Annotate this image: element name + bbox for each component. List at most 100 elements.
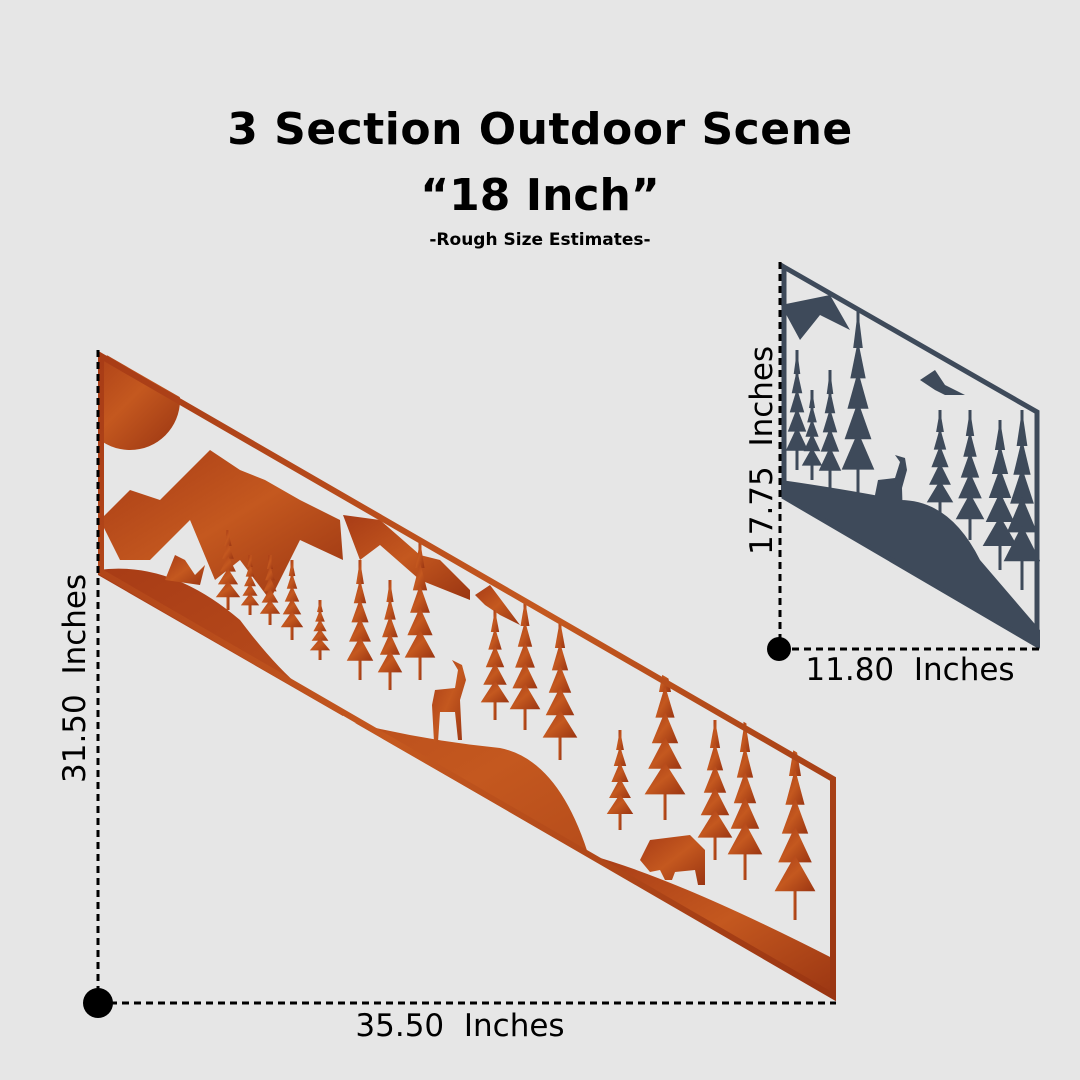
pine-tree-icon xyxy=(480,680,510,703)
pine-tree-icon xyxy=(217,568,239,585)
pine-tree-icon xyxy=(958,472,982,499)
pine-tree-icon xyxy=(606,794,634,814)
pine-tree-icon xyxy=(242,583,258,596)
pine-tree-icon xyxy=(781,797,809,834)
pine-tree-icon xyxy=(315,609,325,622)
pine-tree-icon xyxy=(551,642,569,671)
pine-tree-icon xyxy=(709,720,721,748)
pine-tree-icon xyxy=(611,762,629,782)
pine-tree-icon xyxy=(785,426,809,451)
pine-tree-icon xyxy=(244,574,256,587)
eagle-icon xyxy=(920,370,965,395)
pine-tree-icon xyxy=(240,593,260,606)
pine-tree-icon xyxy=(931,445,949,468)
pine-tree-icon xyxy=(548,664,572,693)
pine-tree-icon xyxy=(485,645,505,668)
title: 3 Section Outdoor Scene xyxy=(227,104,853,155)
pine-tree-icon xyxy=(826,370,834,394)
deer-icon xyxy=(432,660,466,742)
pine-tree-icon xyxy=(1016,410,1028,446)
pine-tree-icon xyxy=(351,598,369,623)
pine-tree-icon xyxy=(379,632,401,655)
pine-tree-icon xyxy=(613,746,627,766)
pine-tree-icon xyxy=(512,662,538,689)
pine-tree-icon xyxy=(648,736,682,769)
mountains xyxy=(100,450,343,600)
pine-tree-icon xyxy=(700,787,730,816)
pine-tree-icon xyxy=(412,562,428,591)
branch xyxy=(781,295,850,340)
pine-tree-icon xyxy=(929,462,951,485)
pine-tree-icon xyxy=(309,638,331,651)
pine-tree-icon xyxy=(1006,496,1038,533)
pine-tree-icon xyxy=(263,577,277,592)
pine-tree-icon xyxy=(353,579,367,604)
pine-tree-icon xyxy=(853,310,863,348)
pine-tree-icon xyxy=(415,540,425,568)
pine-tree-icon xyxy=(245,564,255,577)
pine-tree-icon xyxy=(727,822,763,855)
pine-tree-icon xyxy=(377,650,403,673)
pine-tree-icon xyxy=(410,584,430,613)
pine-tree-icon xyxy=(963,430,977,457)
pine-tree-icon xyxy=(644,762,686,795)
small-panel xyxy=(781,295,1040,648)
pine-tree-icon xyxy=(609,778,631,798)
large-width-label: 35.50 Inches xyxy=(355,1008,565,1044)
pine-tree-icon xyxy=(386,580,394,602)
pine-tree-icon xyxy=(509,683,541,710)
pine-tree-icon xyxy=(841,431,875,470)
pine-tree-icon xyxy=(793,350,801,374)
large-panel xyxy=(98,350,836,1000)
small-height-label: 17.75 Inches xyxy=(744,345,780,555)
pine-tree-icon xyxy=(791,369,803,394)
pine-tree-icon xyxy=(1013,438,1031,475)
size-note: -Rough Size Estimates- xyxy=(429,230,651,250)
pine-tree-icon xyxy=(247,555,253,567)
pine-tree-icon xyxy=(733,771,757,804)
pine-tree-icon xyxy=(994,420,1006,450)
small-panel-frame xyxy=(781,262,1040,650)
pine-tree-icon xyxy=(655,685,675,718)
pine-tree-icon xyxy=(311,628,329,641)
pine-tree-icon xyxy=(926,480,954,503)
pine-tree-icon xyxy=(220,555,236,572)
pine-tree-icon xyxy=(554,620,566,648)
pine-tree-icon xyxy=(736,745,754,778)
eagle-icon xyxy=(475,585,520,625)
pine-tree-icon xyxy=(803,433,821,452)
pine-tree-icon xyxy=(488,627,502,650)
pine-tree-icon xyxy=(288,560,296,576)
pine-tree-icon xyxy=(317,600,323,612)
bear-icon xyxy=(640,835,705,885)
pine-tree-icon xyxy=(985,492,1015,522)
pine-tree-icon xyxy=(730,796,760,829)
pine-tree-icon xyxy=(1003,525,1040,562)
pine-tree-icon xyxy=(384,597,396,620)
pine-tree-icon xyxy=(697,809,733,838)
pine-tree-icon xyxy=(407,607,433,636)
pine-tree-icon xyxy=(818,446,842,471)
pine-tree-icon xyxy=(515,641,535,668)
pine-tree-icon xyxy=(955,493,985,520)
pine-tree-icon xyxy=(282,598,302,615)
sun-icon xyxy=(98,350,180,450)
pine-tree-icon xyxy=(820,427,840,452)
small-width-label: 11.80 Inches xyxy=(805,652,1015,688)
pine-tree-icon xyxy=(805,418,819,437)
pine-tree-icon xyxy=(988,468,1012,498)
pine-tree-icon xyxy=(483,662,507,685)
pine-tree-icon xyxy=(933,427,947,450)
pine-tree-icon xyxy=(520,600,530,626)
pine-tree-icon xyxy=(346,636,374,661)
pine-tree-icon xyxy=(965,410,975,436)
pine-tree-icon xyxy=(991,444,1009,474)
pine-tree-icon xyxy=(960,451,980,478)
pine-tree-icon xyxy=(824,389,836,414)
pine-tree-icon xyxy=(284,585,300,602)
pine-tree-icon xyxy=(517,620,533,647)
pine-tree-icon xyxy=(789,388,805,413)
pine-tree-icon xyxy=(382,615,398,638)
pine-tree-icon xyxy=(616,730,624,750)
